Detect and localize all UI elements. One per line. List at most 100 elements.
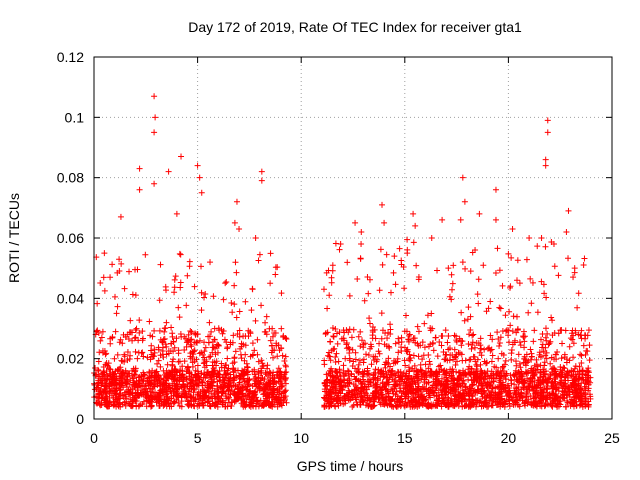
data-point [391, 398, 398, 405]
data-point [101, 287, 108, 294]
data-point [113, 310, 120, 317]
data-point [372, 353, 379, 360]
data-point [434, 402, 441, 409]
data-point [451, 376, 458, 383]
data-point [421, 344, 428, 351]
data-point [447, 399, 454, 406]
data-point [274, 368, 281, 375]
data-point [521, 400, 528, 407]
data-point [401, 357, 408, 364]
data-point [495, 355, 502, 362]
data-point [262, 400, 269, 407]
data-point [399, 373, 406, 380]
data-point [206, 403, 213, 410]
data-point [177, 284, 184, 291]
data-point [372, 380, 379, 387]
data-point [459, 380, 466, 387]
data-point [167, 399, 174, 406]
data-point [487, 347, 494, 354]
data-point [403, 402, 410, 409]
data-point [461, 198, 468, 205]
data-point [542, 162, 549, 169]
data-point [349, 403, 356, 410]
data-point [360, 341, 367, 348]
data-point [95, 367, 102, 374]
data-point [116, 377, 123, 384]
data-point [565, 207, 572, 214]
data-point [530, 395, 537, 402]
data-point [126, 356, 133, 363]
data-point [540, 281, 547, 288]
data-point [326, 391, 333, 398]
data-point [350, 381, 357, 388]
data-point [232, 259, 239, 266]
data-point [580, 261, 587, 268]
data-point [187, 327, 194, 334]
data-point [201, 294, 208, 301]
data-point [360, 387, 367, 394]
data-point [280, 332, 287, 339]
data-point [554, 400, 561, 407]
data-point [161, 401, 168, 408]
data-point [534, 403, 541, 410]
data-point [555, 272, 562, 279]
data-point [103, 350, 110, 357]
data-point [516, 369, 523, 376]
data-point [207, 353, 214, 360]
data-point [425, 351, 432, 358]
data-point [502, 312, 509, 319]
data-point [411, 378, 418, 385]
data-point [418, 367, 425, 374]
data-point [338, 335, 345, 342]
data-point [94, 384, 101, 391]
data-point [173, 392, 180, 399]
data-point [566, 391, 573, 398]
data-point [155, 357, 162, 364]
data-point [438, 375, 445, 382]
data-point [423, 402, 430, 409]
data-point [570, 274, 577, 281]
data-point [237, 351, 244, 358]
data-point [545, 401, 552, 408]
data-point [460, 372, 467, 379]
data-point [238, 340, 245, 347]
data-point [462, 384, 469, 391]
data-point [496, 343, 503, 350]
data-point [390, 269, 397, 276]
data-point [320, 286, 327, 293]
data-point [497, 377, 504, 384]
data-point [235, 390, 242, 397]
data-point [329, 379, 336, 386]
data-point [112, 328, 119, 335]
data-point [188, 343, 195, 350]
data-point [383, 359, 390, 366]
data-point [175, 347, 182, 354]
data-point [345, 395, 352, 402]
data-point [540, 348, 547, 355]
data-point [183, 302, 190, 309]
data-point [509, 328, 516, 335]
data-point [136, 165, 143, 172]
data-point [500, 381, 507, 388]
data-point [553, 371, 560, 378]
data-point [387, 397, 394, 404]
data-point [231, 355, 238, 362]
data-point [457, 338, 464, 345]
data-point [196, 350, 203, 357]
data-point [343, 340, 350, 347]
data-point [476, 374, 483, 381]
data-point [212, 395, 219, 402]
data-point [183, 392, 190, 399]
data-point [549, 317, 556, 324]
data-point [489, 352, 496, 359]
data-point [577, 351, 584, 358]
data-point [208, 328, 215, 335]
data-point [236, 327, 243, 334]
data-point [377, 246, 384, 253]
data-point [149, 367, 156, 374]
data-point [505, 332, 512, 339]
data-point [531, 327, 538, 334]
data-point [533, 356, 540, 363]
data-point [223, 278, 230, 285]
data-point [516, 339, 523, 346]
